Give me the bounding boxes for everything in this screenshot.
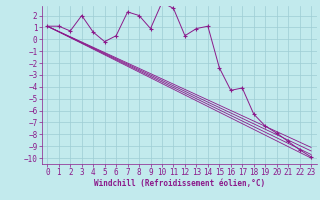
X-axis label: Windchill (Refroidissement éolien,°C): Windchill (Refroidissement éolien,°C)	[94, 179, 265, 188]
